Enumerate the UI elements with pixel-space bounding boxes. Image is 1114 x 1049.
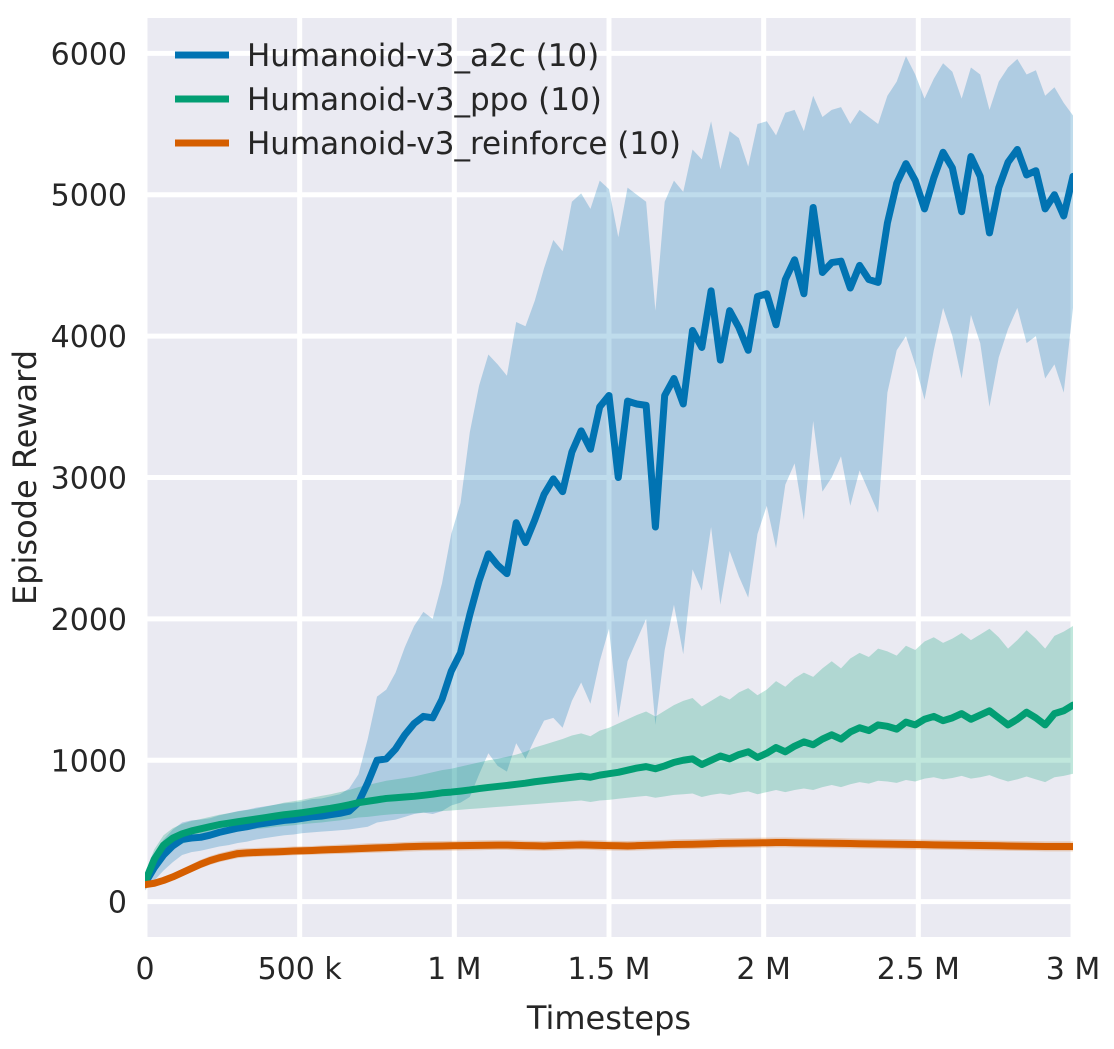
legend-label-0: Humanoid-v3_a2c (10) <box>247 38 599 74</box>
x-tick-label: 1.5 M <box>567 952 650 987</box>
y-tick-label: 1000 <box>51 744 127 779</box>
y-tick-label: 0 <box>108 886 127 921</box>
series-line-1 <box>145 701 1073 886</box>
x-tick-label: 2.5 M <box>877 952 960 987</box>
y-tick-label: 2000 <box>51 603 127 638</box>
x-tick-label: 1 M <box>427 952 482 987</box>
y-tick-label: 3000 <box>51 462 127 497</box>
series-line-0 <box>145 145 1073 887</box>
y-axis-tick-labels: 0 1000 2000 3000 4000 5000 6000 <box>51 37 127 920</box>
grid-lines <box>142 18 1076 937</box>
y-axis-title: Episode Reward <box>6 350 44 605</box>
x-tick-label: 2 M <box>736 952 791 987</box>
y-tick-label: 4000 <box>51 320 127 355</box>
y-tick-label: 6000 <box>51 37 127 72</box>
legend-label-1: Humanoid-v3_ppo (10) <box>247 82 602 118</box>
x-tick-label: 3 M <box>1046 952 1101 987</box>
chart-legend: Humanoid-v3_a2c (10) Humanoid-v3_ppo (10)… <box>175 38 681 162</box>
series-band-1 <box>145 625 1073 889</box>
y-tick-label: 5000 <box>51 179 127 214</box>
x-axis-tick-labels: 0 500 k 1 M 1.5 M 2 M 2.5 M 3 M <box>135 952 1100 987</box>
legend-label-2: Humanoid-v3_reinforce (10) <box>247 126 681 162</box>
x-tick-label: 500 k <box>258 952 343 987</box>
x-axis-title: Timesteps <box>526 999 691 1037</box>
x-tick-label: 0 <box>135 952 154 987</box>
series-line-2 <box>145 839 1073 889</box>
series-lines <box>145 145 1073 889</box>
